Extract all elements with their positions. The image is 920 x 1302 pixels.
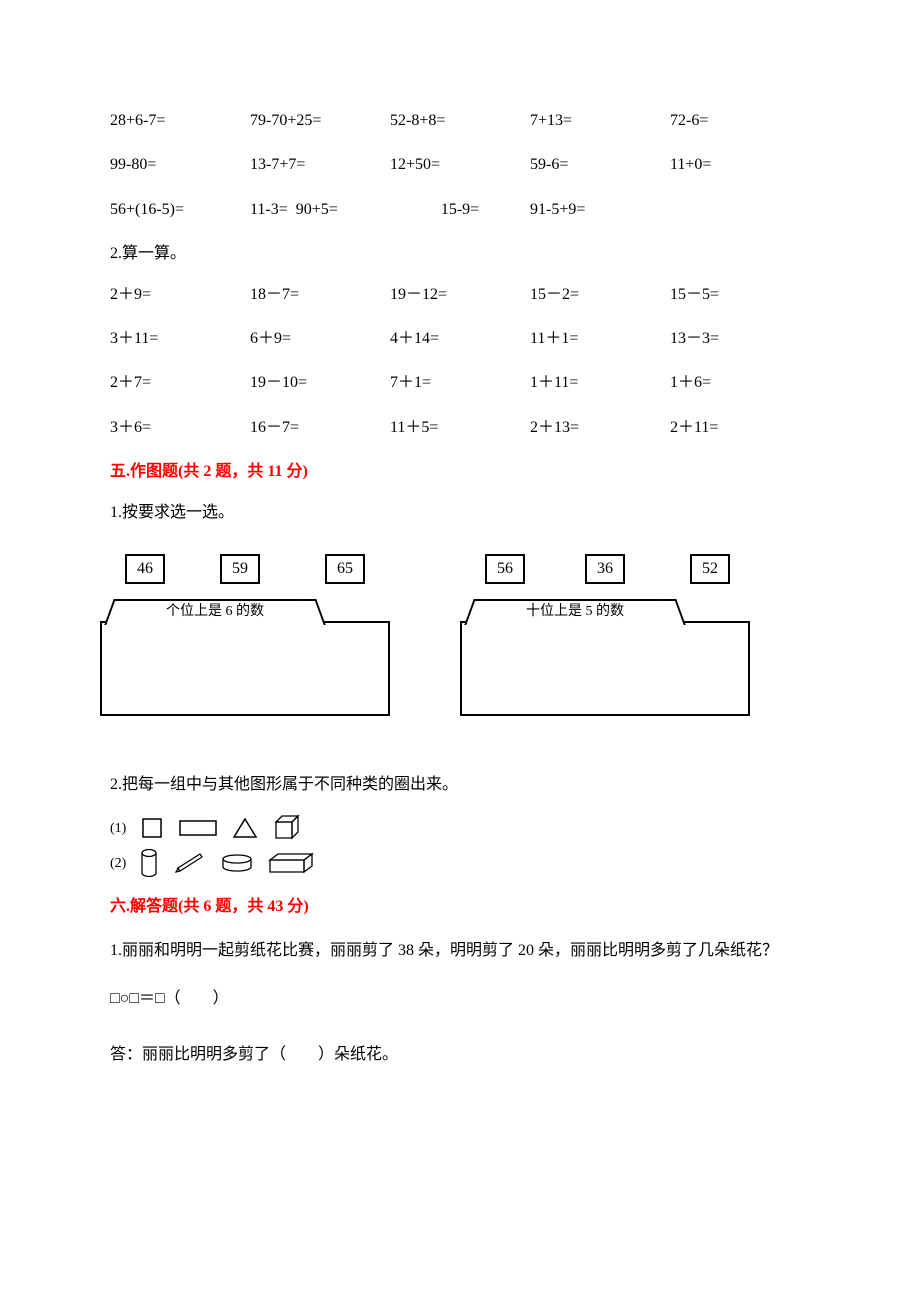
arith-cell: 2＋11=: [670, 417, 810, 439]
arith-cell: 28+6-7=: [110, 110, 250, 132]
arith-cell: 13－3=: [670, 328, 810, 350]
arith-cell: 56+(16-5)=: [110, 199, 250, 221]
arith-cell: 4＋14=: [390, 328, 530, 350]
shape-group-2: (2): [110, 848, 810, 878]
arith-cell: 11＋1=: [530, 328, 670, 350]
section-title: 解答题(共 6 题，共 43 分): [130, 898, 309, 915]
arith-cell: 15－2=: [530, 284, 670, 306]
square-icon: [140, 816, 164, 840]
diagram-tens-5: 56 36 52 十位上是 5 的数: [470, 554, 760, 734]
arith-row: 3＋11= 6＋9= 4＋14= 11＋1= 13－3=: [110, 328, 810, 350]
section-heading-6: 六.解答题(共 6 题，共 43 分): [110, 896, 810, 918]
arith-row: 2＋7= 19－10= 7＋1= 1＋11= 1＋6=: [110, 372, 810, 394]
sorting-diagram: 46 59 65 个位上是 6 的数 56 36 52 十位上是 5 的数: [110, 554, 810, 734]
arith-cell: 7＋1=: [390, 372, 530, 394]
question-title: 2.算一算。: [110, 243, 810, 265]
arith-cell: 11+0=: [670, 154, 810, 176]
arith-cell: 3＋11=: [110, 328, 250, 350]
question-6-1-text: 1.丽丽和明明一起剪纸花比赛，丽丽剪了 38 朵，明明剪了 20 朵，丽丽比明明…: [110, 937, 810, 966]
arith-cell: 91-5+9=: [530, 199, 670, 221]
section-title: 作图题(共 2 题，共 11 分): [130, 463, 308, 480]
number-box: 52: [690, 554, 730, 584]
arith-cell: 2＋9=: [110, 284, 250, 306]
arith-row: 3＋6= 16－7= 11＋5= 2＋13= 2＋11=: [110, 417, 810, 439]
group-label: (2): [110, 854, 126, 874]
arith-row: 99-80= 13-7+7= 12+50= 59-6= 11+0=: [110, 154, 810, 176]
arith-cell: 16－7=: [250, 417, 390, 439]
arith-cell: 19－12=: [390, 284, 530, 306]
arith-cell: 11＋5=: [390, 417, 530, 439]
drop-box: [460, 621, 750, 716]
number-box: 46: [125, 554, 165, 584]
arith-cell: 2＋13=: [530, 417, 670, 439]
arith-cell: 79-70+25=: [250, 110, 390, 132]
shape-group-1: (1): [110, 814, 810, 842]
number-box: 36: [585, 554, 625, 584]
drop-box: [100, 621, 390, 716]
arith-cell: 18－7=: [250, 284, 390, 306]
arith-cell: 2＋7=: [110, 372, 250, 394]
arith-cell: 3＋6=: [110, 417, 250, 439]
number-box: 56: [485, 554, 525, 584]
question-5-1: 1.按要求选一选。: [110, 502, 810, 524]
arith-cell: 59-6=: [530, 154, 670, 176]
cube-icon: [272, 814, 302, 842]
arith-cell: 7+13=: [530, 110, 670, 132]
diagram-header: 十位上是 5 的数: [475, 599, 675, 623]
arith-cell: 12+50=: [390, 154, 530, 176]
short-cylinder-icon: [220, 853, 254, 873]
rectangle-icon: [178, 816, 218, 840]
section-number: 五.: [110, 463, 130, 480]
arithmetic-block-1: 28+6-7= 79-70+25= 52-8+8= 7+13= 72-6= 99…: [110, 110, 810, 221]
number-box: 59: [220, 554, 260, 584]
arith-cell: 19－10=: [250, 372, 390, 394]
cylinder-icon: [140, 848, 158, 878]
section-heading-5: 五.作图题(共 2 题，共 11 分): [110, 461, 810, 483]
arith-cell: 15－5=: [670, 284, 810, 306]
question-6-1-answer: 答：丽丽比明明多剪了（ ）朵纸花。: [110, 1044, 810, 1066]
diagram-ones-6: 46 59 65 个位上是 6 的数: [110, 554, 400, 734]
arith-cell: 72-6=: [670, 110, 810, 132]
pencil-icon: [172, 850, 206, 876]
arith-row: 2＋9= 18－7= 19－12= 15－2= 15－5=: [110, 284, 810, 306]
arith-cell: 1＋6=: [670, 372, 810, 394]
arith-cell: 6＋9=: [250, 328, 390, 350]
arith-cell: 11-3= 90+5=: [250, 199, 390, 221]
arith-row: 28+6-7= 79-70+25= 52-8+8= 7+13= 72-6=: [110, 110, 810, 132]
question-5-2: 2.把每一组中与其他图形属于不同种类的圈出来。: [110, 774, 810, 796]
arith-cell: [670, 199, 810, 221]
number-box: 65: [325, 554, 365, 584]
diagram-header: 个位上是 6 的数: [115, 599, 315, 623]
group-label: (1): [110, 819, 126, 839]
arith-cell: 99-80=: [110, 154, 250, 176]
cuboid-icon: [268, 852, 316, 874]
question-6-1-expr: □○□＝□（ ）: [110, 985, 810, 1014]
section-number: 六.: [110, 898, 130, 915]
arith-cell: 52-8+8=: [390, 110, 530, 132]
arith-cell: 15-9=: [390, 199, 530, 221]
arithmetic-block-2: 2＋9= 18－7= 19－12= 15－2= 15－5= 3＋11= 6＋9=…: [110, 284, 810, 440]
triangle-icon: [232, 816, 258, 840]
arith-cell: 13-7+7=: [250, 154, 390, 176]
arith-row: 56+(16-5)= 11-3= 90+5= 15-9= 91-5+9=: [110, 199, 810, 221]
arith-cell: 1＋11=: [530, 372, 670, 394]
